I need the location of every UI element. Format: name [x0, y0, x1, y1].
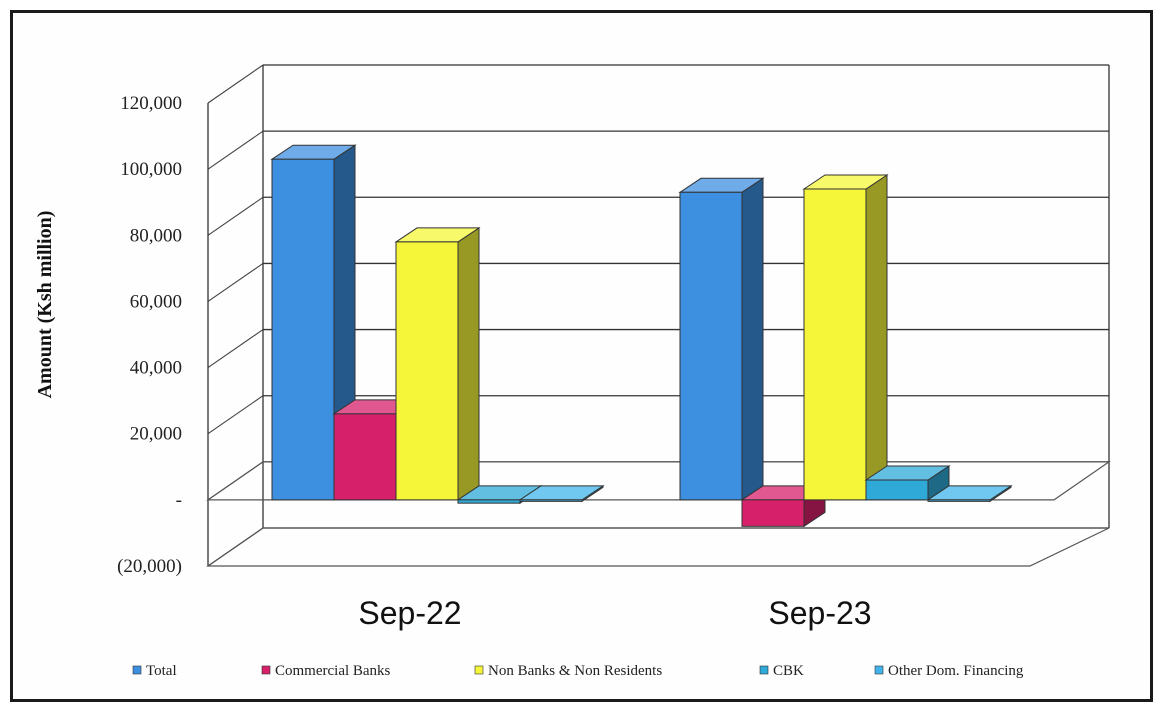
- gridline-side-5: [207, 196, 264, 236]
- bar-sep-22-2-side: [457, 226, 480, 501]
- legend-label-4: Other Dom. Financing: [888, 663, 1024, 679]
- y-tick-label-3: 40,000: [130, 358, 182, 379]
- legend-label-1: Commercial Banks: [275, 663, 391, 679]
- legend-swatch-3: [759, 665, 769, 675]
- legend-label-0: Total: [146, 663, 177, 679]
- legend-swatch-0: [132, 665, 142, 675]
- category-label-1: Sep-23: [768, 595, 871, 631]
- bar-sep-22-3: [457, 499, 521, 504]
- gridline-side-3: [207, 329, 264, 369]
- bar-sep-23-1: [741, 499, 805, 527]
- legend-swatch-4: [874, 665, 884, 675]
- legend-swatch-2: [474, 665, 484, 675]
- bar-sep-23-0-side: [741, 177, 764, 501]
- legend-swatch-1: [261, 665, 271, 675]
- bar-sep-22-4: [519, 499, 583, 502]
- bar-sep-22-0: [271, 158, 335, 501]
- gridline-side-4: [207, 262, 264, 302]
- chart-frame: [10, 10, 1153, 702]
- bar-sep-23-0: [679, 191, 743, 501]
- bar-sep-22-2: [395, 241, 459, 501]
- y-tick-label-6: 100,000: [120, 159, 182, 180]
- y-tick-label-7: 120,000: [120, 93, 182, 114]
- gridline-side-7: [207, 64, 264, 104]
- category-label-0: Sep-22: [358, 595, 461, 631]
- legend-label-3: CBK: [773, 663, 804, 679]
- bar-sep-23-2-side: [865, 174, 888, 501]
- bar-sep-22-1: [333, 413, 397, 501]
- gridline-side-6: [207, 130, 264, 170]
- y-axis-label: Amount (Ksh million): [34, 211, 56, 399]
- y-tick-label-4: 60,000: [130, 291, 182, 312]
- bar-sep-23-4: [927, 499, 991, 502]
- y-tick-label-0: (20,000): [117, 556, 182, 577]
- gridline-side-2: [207, 395, 264, 435]
- y-tick-label-5: 80,000: [130, 225, 182, 246]
- legend-label-2: Non Banks & Non Residents: [488, 663, 662, 679]
- y-tick-label-1: -: [176, 490, 182, 511]
- floor-plane: [206, 527, 1110, 567]
- y-tick-label-2: 20,000: [130, 424, 182, 445]
- bar-sep-23-3: [865, 479, 929, 501]
- bar-sep-23-2: [803, 188, 867, 501]
